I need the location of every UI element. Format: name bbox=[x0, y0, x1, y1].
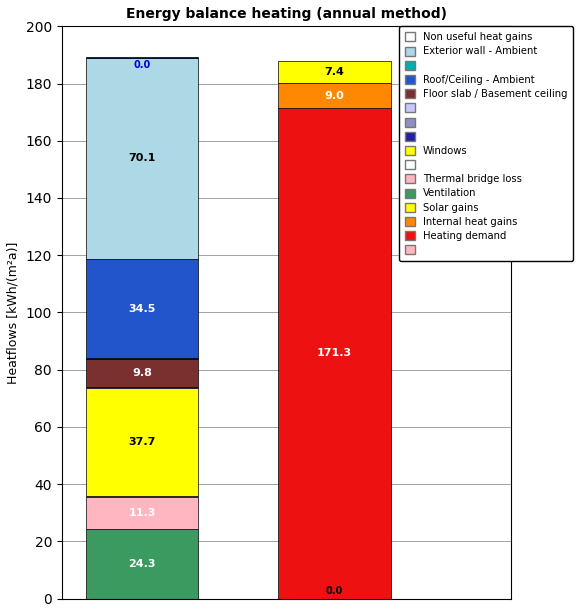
Bar bbox=[86, 497, 198, 529]
Bar bbox=[86, 529, 198, 599]
Text: 9.8: 9.8 bbox=[132, 368, 152, 378]
Text: 24.3: 24.3 bbox=[128, 559, 155, 569]
Bar bbox=[86, 358, 198, 359]
Bar bbox=[86, 359, 198, 387]
Bar bbox=[86, 388, 198, 496]
Bar bbox=[86, 260, 198, 358]
Text: 9.0: 9.0 bbox=[325, 90, 345, 101]
Text: 70.1: 70.1 bbox=[128, 154, 155, 163]
Text: 0.0: 0.0 bbox=[133, 60, 151, 71]
Bar bbox=[278, 61, 390, 83]
Text: 0.0: 0.0 bbox=[326, 586, 343, 596]
Text: 11.3: 11.3 bbox=[128, 508, 155, 518]
Text: 171.3: 171.3 bbox=[317, 349, 352, 359]
Bar bbox=[86, 57, 198, 58]
Text: 7.4: 7.4 bbox=[325, 67, 345, 77]
Text: 34.5: 34.5 bbox=[128, 304, 155, 314]
Y-axis label: Heatflows [kWh/(m²a)]: Heatflows [kWh/(m²a)] bbox=[7, 241, 20, 384]
Title: Energy balance heating (annual method): Energy balance heating (annual method) bbox=[126, 7, 447, 21]
Legend: Non useful heat gains, Exterior wall - Ambient, , Roof/Ceiling - Ambient, Floor : Non useful heat gains, Exterior wall - A… bbox=[398, 26, 573, 262]
Bar bbox=[86, 58, 198, 258]
Bar bbox=[86, 387, 198, 388]
Text: 37.7: 37.7 bbox=[128, 437, 155, 447]
Bar bbox=[86, 496, 198, 497]
Bar bbox=[278, 109, 390, 599]
Bar bbox=[86, 258, 198, 260]
Bar bbox=[278, 83, 390, 109]
